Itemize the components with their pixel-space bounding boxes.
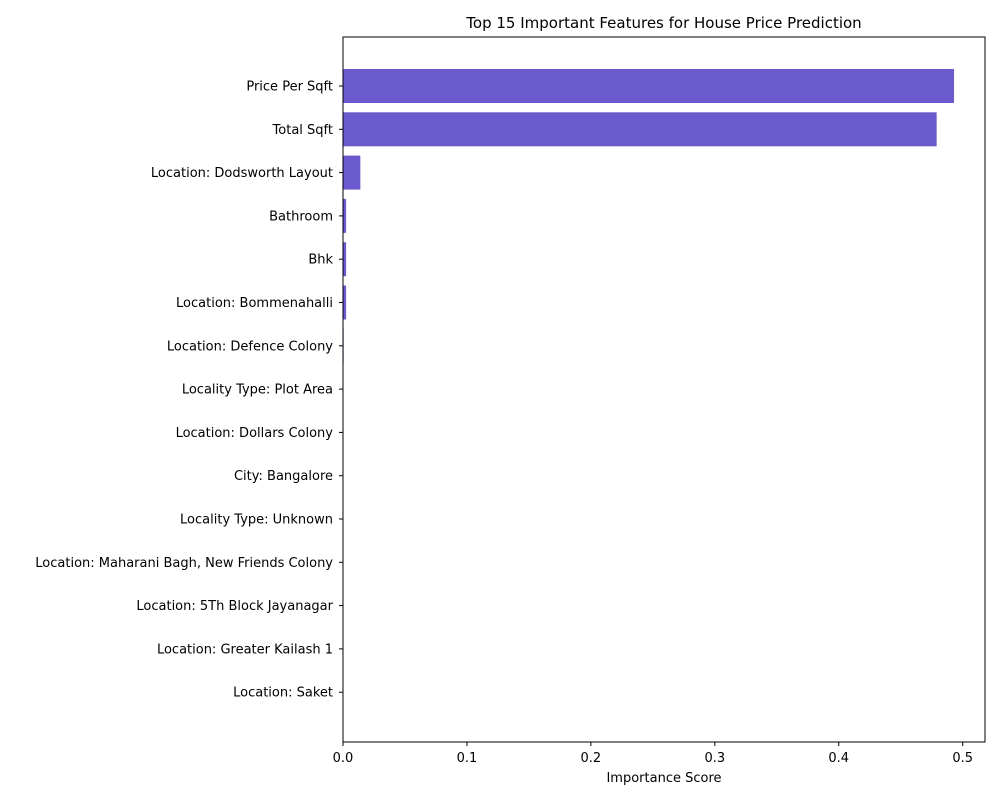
y-tick-label-9: City: Bangalore (234, 469, 333, 484)
y-tick-label-1: Total Sqft (272, 123, 333, 138)
y-tick-label-10: Locality Type: Unknown (180, 513, 333, 528)
y-tick-label-14: Location: Saket (233, 686, 333, 701)
y-tick-label-8: Location: Dollars Colony (176, 426, 334, 441)
chart-title: Top 15 Important Features for House Pric… (465, 14, 861, 32)
x-tick-label-4: 0.4 (828, 751, 849, 766)
y-tick-label-0: Price Per Sqft (246, 80, 333, 95)
y-tick-label-2: Location: Dodsworth Layout (151, 166, 333, 181)
x-tick-label-2: 0.2 (581, 751, 602, 766)
bar-1 (343, 112, 937, 146)
bar-0 (343, 69, 954, 103)
x-tick-label-3: 0.3 (704, 751, 725, 766)
bar-2 (343, 156, 360, 190)
x-axis-label: Importance Score (606, 771, 721, 786)
y-tick-label-5: Location: Bommenahalli (176, 296, 333, 311)
x-tick-label-5: 0.5 (952, 751, 973, 766)
x-tick-label-1: 0.1 (457, 751, 478, 766)
y-tick-label-13: Location: Greater Kailash 1 (157, 642, 333, 657)
y-tick-label-11: Location: Maharani Bagh, New Friends Col… (35, 556, 333, 571)
y-tick-label-6: Location: Defence Colony (167, 339, 333, 354)
y-tick-label-3: Bathroom (269, 209, 333, 224)
y-tick-label-4: Bhk (308, 253, 333, 268)
y-tick-label-7: Locality Type: Plot Area (182, 383, 333, 398)
x-tick-label-0: 0.0 (333, 751, 354, 766)
y-tick-label-12: Location: 5Th Block Jayanagar (136, 599, 333, 614)
